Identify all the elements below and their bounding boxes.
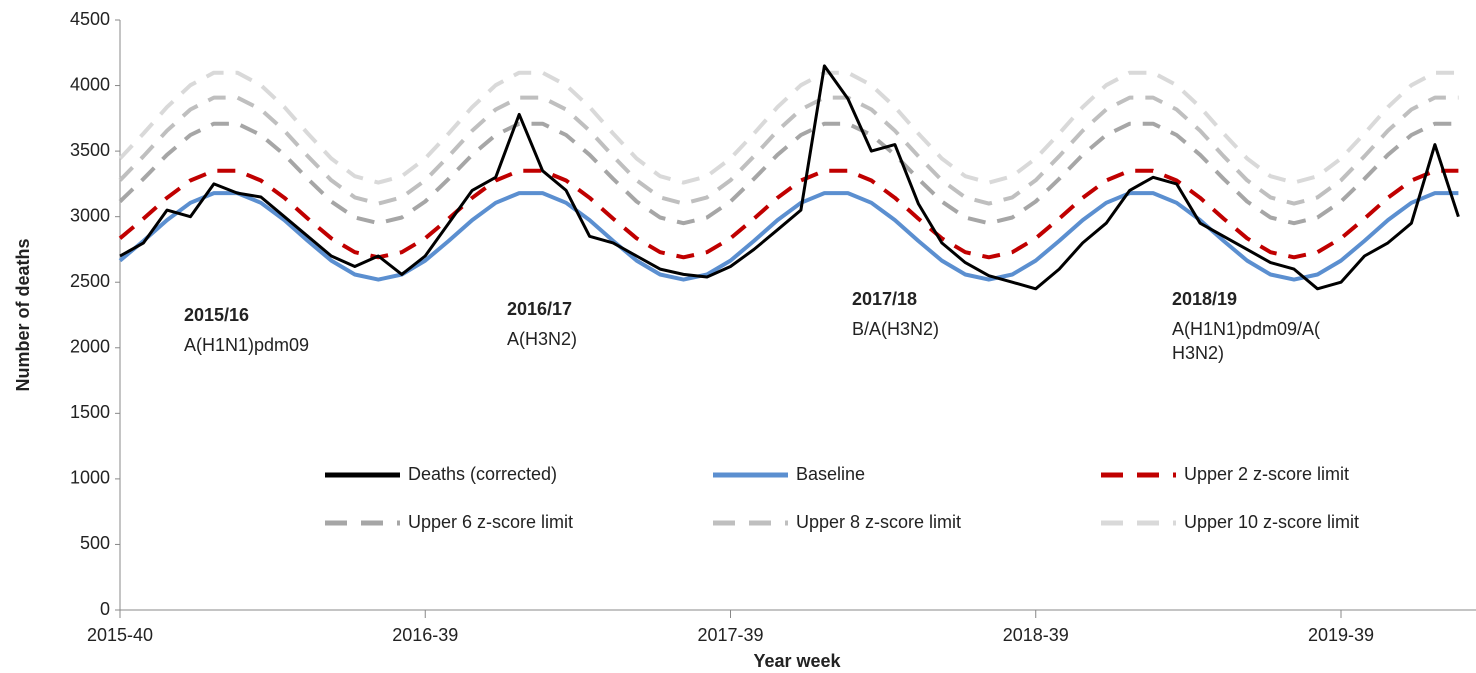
y-tick-label: 0 [100, 599, 110, 619]
x-axis-label: Year week [753, 651, 841, 671]
series-line [118, 121, 1459, 226]
annotation-strain: A(H1N1)pdm09/A( [1172, 319, 1320, 339]
x-tick-label: 2019-39 [1308, 625, 1374, 645]
y-tick-label: 3500 [70, 140, 110, 160]
annotation-strain: H3N2) [1172, 343, 1224, 363]
annotation-season: 2017/18 [852, 289, 917, 309]
legend-label: Upper 2 z-score limit [1184, 464, 1349, 484]
legend-label: Deaths (corrected) [408, 464, 557, 484]
annotation-strain: A(H3N2) [507, 329, 577, 349]
series-line [118, 95, 1459, 206]
legend-label: Upper 10 z-score limit [1184, 512, 1359, 532]
y-tick-label: 2500 [70, 271, 110, 291]
annotation-season: 2016/17 [507, 299, 572, 319]
x-tick-label: 2018-39 [1003, 625, 1069, 645]
series-line [119, 64, 1460, 291]
legend-label: Upper 8 z-score limit [796, 512, 961, 532]
x-tick-label: 2015-40 [87, 625, 153, 645]
y-tick-label: 3000 [70, 205, 110, 225]
annotation-season: 2015/16 [184, 305, 249, 325]
y-tick-label: 500 [80, 533, 110, 553]
annotation-strain: A(H1N1)pdm09 [184, 335, 309, 355]
x-tick-label: 2016-39 [392, 625, 458, 645]
series-line [118, 70, 1459, 185]
series-line [118, 168, 1459, 260]
legend-label: Baseline [796, 464, 865, 484]
y-tick-label: 4500 [70, 9, 110, 29]
annotation-strain: B/A(H3N2) [852, 319, 939, 339]
x-tick-label: 2017-39 [697, 625, 763, 645]
series-line [118, 191, 1459, 282]
y-tick-label: 2000 [70, 337, 110, 357]
y-tick-label: 4000 [70, 74, 110, 94]
y-tick-label: 1000 [70, 468, 110, 488]
legend-label: Upper 6 z-score limit [408, 512, 573, 532]
y-axis-label: Number of deaths [13, 238, 33, 391]
y-tick-label: 1500 [70, 402, 110, 422]
annotation-season: 2018/19 [1172, 289, 1237, 309]
